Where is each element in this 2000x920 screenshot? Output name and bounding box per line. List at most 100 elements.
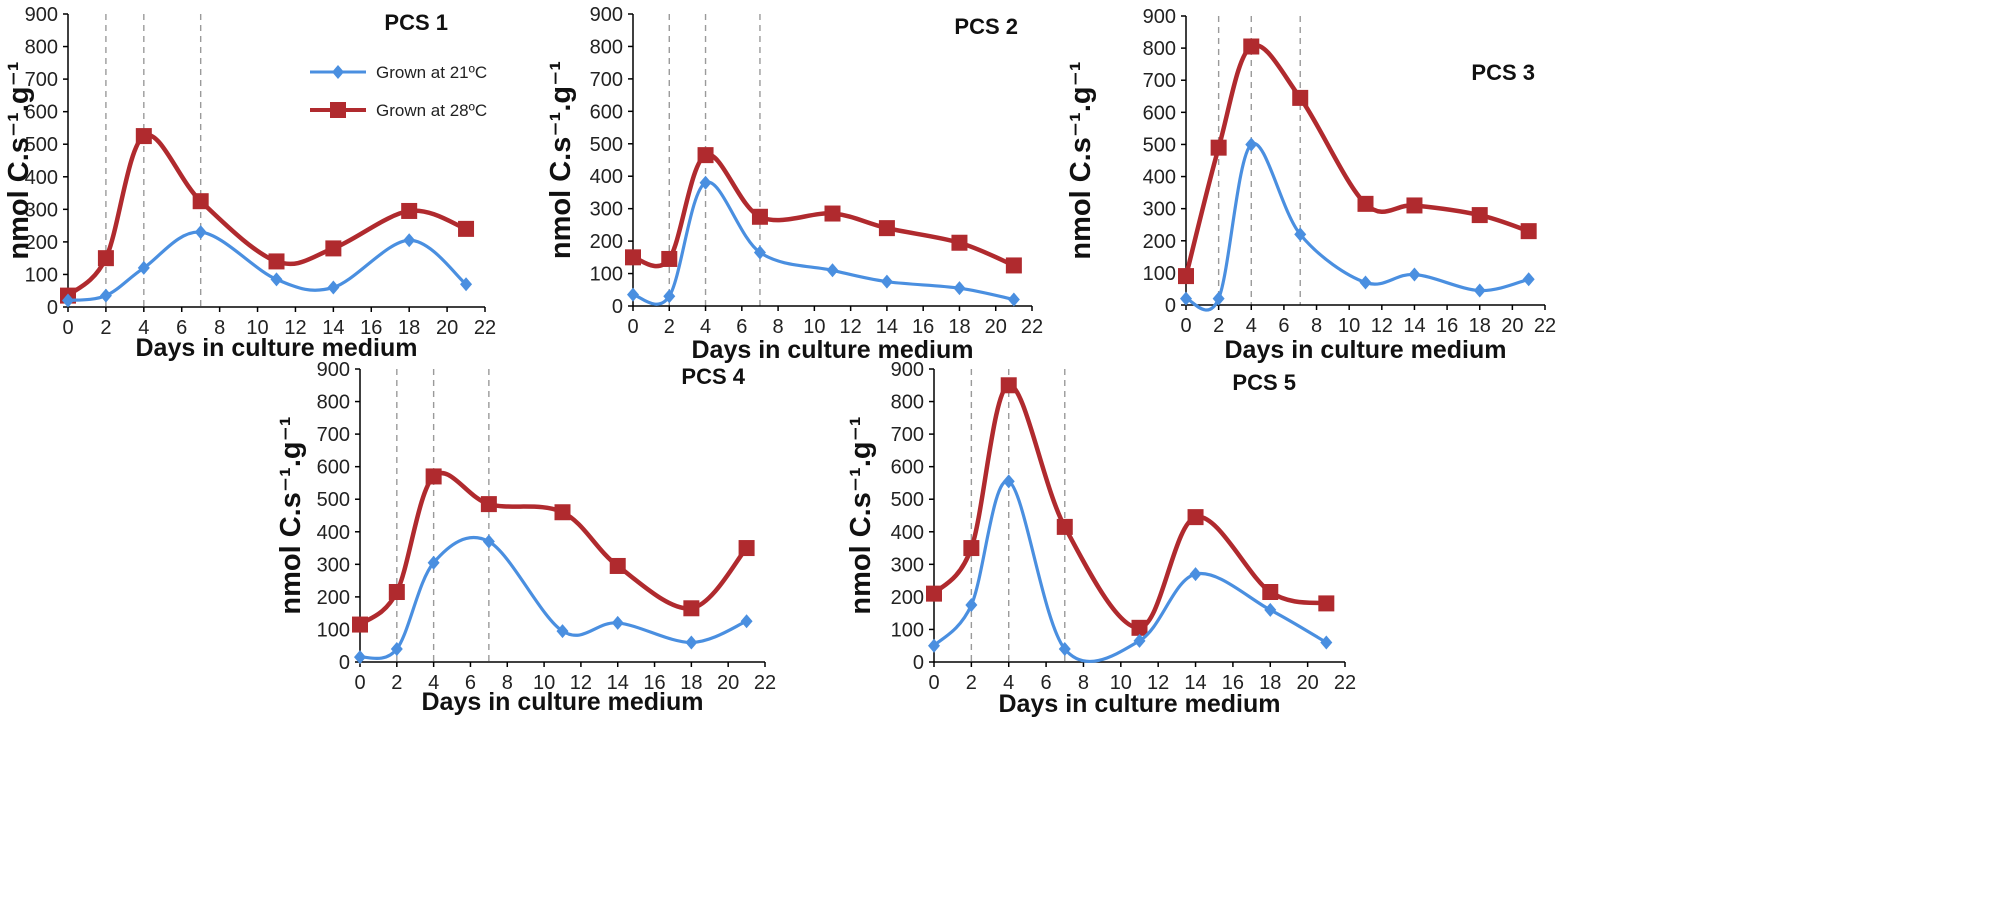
point-21c-day-18 [1473, 283, 1486, 298]
x-tick-label: 8 [1311, 315, 1322, 337]
y-tick-label: 700 [1143, 70, 1176, 92]
y-axis-label: nmol C.s⁻¹.g⁻¹ [845, 416, 877, 614]
point-28c-day-21 [1318, 595, 1335, 612]
y-tick-label: 500 [1143, 134, 1176, 156]
x-tick-label: 10 [246, 317, 268, 339]
point-28c-day-4 [135, 128, 152, 145]
x-tick-label: 20 [1501, 315, 1523, 337]
point-21c-day-4 [137, 260, 150, 275]
point-28c-day-4 [1000, 377, 1017, 394]
y-tick-label: 400 [317, 522, 350, 544]
x-tick-label: 8 [1078, 672, 1089, 694]
point-28c-day-11 [824, 205, 841, 222]
point-21c-day-21 [1320, 635, 1333, 650]
x-tick-label: 16 [1436, 315, 1458, 337]
point-28c-day-0 [352, 616, 368, 633]
x-tick-label: 8 [214, 317, 225, 339]
x-tick-label: 14 [607, 672, 629, 694]
point-28c-day-2 [1210, 139, 1227, 156]
point-28c-day-14 [609, 557, 626, 574]
x-tick-label: 22 [754, 672, 776, 694]
point-28c-day-18 [1471, 207, 1488, 224]
legend-marker-21c [332, 65, 344, 79]
y-tick-label: 200 [25, 232, 58, 254]
point-28c-day-11 [1131, 619, 1148, 636]
legend-marker-28c [330, 102, 346, 118]
x-axis-label: Days in culture medium [135, 334, 417, 362]
x-tick-label: 2 [100, 317, 111, 339]
x-tick-label: 12 [840, 316, 862, 338]
x-tick-label: 18 [680, 672, 702, 694]
y-tick-label: 800 [25, 37, 58, 59]
x-tick-label: 14 [876, 316, 898, 338]
y-tick-label: 600 [590, 101, 623, 123]
x-tick-label: 22 [1534, 315, 1556, 337]
x-axis-label: Days in culture medium [421, 688, 703, 716]
point-21c-day-14 [1189, 567, 1202, 582]
y-tick-label: 100 [891, 619, 924, 641]
point-21c-day-2 [965, 598, 978, 613]
x-tick-label: 0 [354, 672, 365, 694]
x-tick-label: 4 [1003, 672, 1014, 694]
y-axis-label: nmol C.s⁻¹.g⁻¹ [545, 61, 577, 259]
point-28c-day-0 [1178, 268, 1194, 285]
point-21c-day-7 [1058, 641, 1071, 656]
x-tick-label: 2 [1213, 315, 1224, 337]
x-tick-label: 18 [948, 316, 970, 338]
y-tick-label: 200 [317, 587, 350, 609]
x-tick-label: 4 [138, 317, 149, 339]
point-21c-day-4 [1245, 137, 1258, 152]
series-line-21c [358, 535, 749, 661]
y-tick-label: 0 [47, 297, 58, 319]
x-tick-label: 22 [1021, 316, 1043, 338]
y-tick-label: 300 [891, 554, 924, 576]
point-28c-day-2 [97, 250, 114, 267]
point-21c-day-2 [390, 641, 403, 656]
point-28c-day-11 [554, 504, 571, 521]
y-tick-label: 800 [317, 392, 350, 414]
point-21c-day-21 [460, 277, 473, 292]
point-28c-day-14 [878, 220, 895, 237]
y-tick-label: 600 [25, 102, 58, 124]
y-tick-label: 800 [1143, 38, 1176, 60]
y-tick-label: 900 [891, 359, 924, 381]
x-tick-label: 20 [717, 672, 739, 694]
x-tick-label: 14 [1403, 315, 1425, 337]
point-21c-day-11 [1133, 633, 1146, 648]
x-axis-label: Days in culture medium [1224, 336, 1506, 364]
x-tick-label: 0 [627, 316, 638, 338]
point-21c-day-21 [1522, 272, 1535, 287]
point-28c-day-2 [661, 250, 678, 267]
legend-label-21c: Grown at 21ºC [376, 63, 487, 82]
point-21c-day-18 [953, 281, 966, 296]
x-tick-label: 2 [966, 672, 977, 694]
y-tick-label: 500 [891, 489, 924, 511]
x-tick-label: 20 [985, 316, 1007, 338]
point-28c-day-21 [738, 540, 755, 557]
point-28c-day-7 [1056, 518, 1073, 535]
y-tick-label: 500 [317, 489, 350, 511]
y-tick-label: 300 [317, 554, 350, 576]
x-tick-label: 6 [465, 672, 476, 694]
point-28c-day-11 [1357, 195, 1374, 212]
y-tick-label: 700 [25, 69, 58, 91]
legend-label-28c: Grown at 28ºC [376, 101, 487, 120]
point-28c-day-4 [697, 147, 714, 164]
x-tick-label: 16 [360, 317, 382, 339]
y-tick-label: 900 [25, 4, 58, 26]
point-21c-day-11 [826, 263, 839, 278]
point-28c-day-4 [1243, 38, 1260, 55]
y-tick-label: 700 [590, 69, 623, 91]
x-tick-label: 0 [62, 317, 73, 339]
point-21c-day-14 [327, 280, 340, 295]
series-line-21c [1184, 141, 1531, 312]
point-21c-day-0 [627, 287, 639, 302]
point-21c-day-18 [685, 635, 698, 650]
y-tick-label: 800 [590, 36, 623, 58]
y-tick-label: 100 [1143, 263, 1176, 285]
x-tick-label: 4 [1246, 315, 1257, 337]
point-28c-day-7 [192, 193, 209, 210]
x-tick-label: 18 [1259, 672, 1281, 694]
y-tick-label: 400 [1143, 167, 1176, 189]
point-21c-day-2 [663, 289, 676, 304]
